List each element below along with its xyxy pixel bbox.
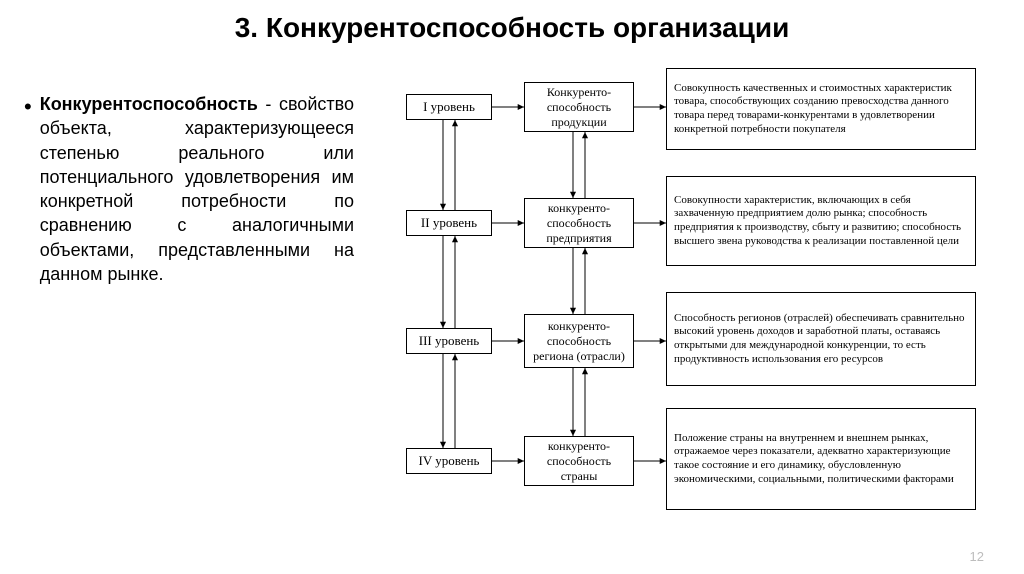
bullet-icon: • <box>24 96 32 118</box>
level-box-1: I уровень <box>406 94 492 120</box>
desc-box-4: Положение страны на внутреннем и внешнем… <box>666 408 976 510</box>
definition-text: Конкурентоспособность - свойство объекта… <box>40 92 354 286</box>
definition-term: Конкурентоспособность <box>40 94 258 114</box>
definition-block: • Конкурентоспособность - свойство объек… <box>24 52 364 286</box>
level-box-2: II уровень <box>406 210 492 236</box>
content-area: • Конкурентоспособность - свойство объек… <box>0 52 1024 286</box>
diagram: I уровень Конкуренто-способностьпродукции… <box>364 52 1000 286</box>
mid-box-1: Конкуренто-способностьпродукции <box>524 82 634 132</box>
page-title: 3. Конкурентоспособность организации <box>0 0 1024 52</box>
definition-body: - свойство объекта, характеризующееся ст… <box>40 94 354 284</box>
level-box-4: IV уровень <box>406 448 492 474</box>
mid-box-4: конкуренто-способностьстраны <box>524 436 634 486</box>
level-box-3: III уровень <box>406 328 492 354</box>
desc-box-1: Совокупность качественных и стоимостных … <box>666 68 976 150</box>
desc-box-3: Способность регионов (отраслей) обеспечи… <box>666 292 976 386</box>
desc-box-2: Совокупности характеристик, включающих в… <box>666 176 976 266</box>
page-number: 12 <box>970 549 984 564</box>
mid-box-3: конкуренто-способностьрегиона (отрасли) <box>524 314 634 368</box>
mid-box-2: конкуренто-способностьпредприятия <box>524 198 634 248</box>
